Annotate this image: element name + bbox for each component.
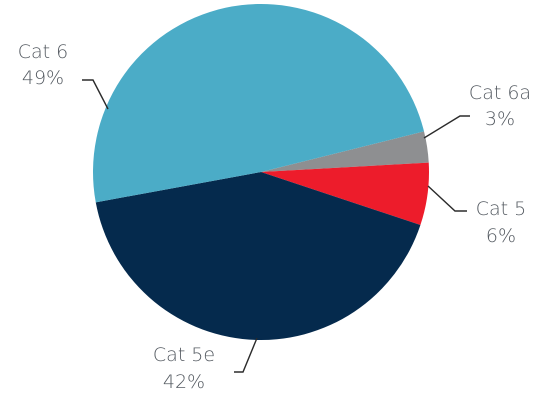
label-cat-5e-name: Cat 5e bbox=[153, 344, 215, 366]
leader-cat-5e bbox=[234, 337, 258, 373]
pie-slice-cat-5 bbox=[261, 162, 430, 226]
slice-label-cat-6a: Cat 6a 3% bbox=[469, 82, 531, 130]
label-cat-5-name: Cat 5 bbox=[476, 198, 527, 220]
label-cat-6a-percent: 3% bbox=[485, 108, 515, 130]
pie-slice-cat-5e bbox=[95, 172, 421, 340]
pie-slice-cat-6 bbox=[92, 3, 425, 203]
label-cat-6-percent: 49% bbox=[22, 67, 64, 89]
pie-slices bbox=[92, 3, 430, 340]
label-cat-5e-percent: 42% bbox=[163, 371, 205, 393]
slice-label-cat-5e: Cat 5e 42% bbox=[153, 344, 215, 393]
slice-label-cat-6: Cat 6 49% bbox=[18, 41, 69, 89]
leader-cat-6a bbox=[423, 115, 470, 139]
leader-cat-5 bbox=[427, 185, 467, 212]
leader-lines bbox=[82, 79, 470, 373]
leader-cat-6 bbox=[82, 79, 109, 110]
label-cat-6a-name: Cat 6a bbox=[469, 82, 531, 104]
label-cat-6-name: Cat 6 bbox=[18, 41, 69, 63]
label-cat-5-percent: 6% bbox=[486, 225, 516, 247]
slice-label-cat-5: Cat 5 6% bbox=[476, 198, 527, 247]
pie-slice-cat-6a bbox=[261, 131, 429, 172]
